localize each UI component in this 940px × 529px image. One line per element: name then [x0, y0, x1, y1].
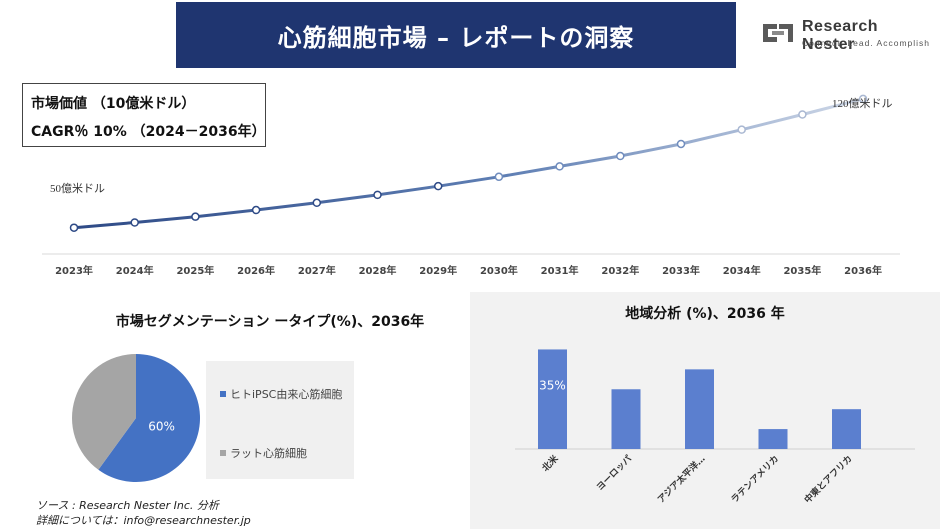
- pie-data-label: 60%: [148, 419, 175, 433]
- legend-swatch-gray: [220, 450, 226, 456]
- x-tick-label: 2033年: [662, 264, 700, 277]
- contact-line: 詳細については：info@researchnester.jp: [36, 514, 251, 527]
- pie-legend: ヒトiPSC由来心筋細胞 ラット心筋細胞: [206, 361, 354, 479]
- legend-item-human-ipsc: ヒトiPSC由来心筋細胞: [220, 386, 342, 402]
- line-point: [555, 162, 564, 171]
- line-point: [191, 212, 200, 221]
- region-category-label: ヨーロッパ: [594, 453, 634, 493]
- region-category-label: 北米: [539, 452, 561, 474]
- type-segmentation-pie-chart: 60%: [72, 354, 200, 482]
- legend-label: ヒトiPSC由来心筋細胞: [230, 388, 343, 401]
- x-tick-label: 2036年: [844, 264, 882, 277]
- region-bar: [538, 349, 567, 449]
- line-point: [737, 125, 746, 134]
- report-title: 心筋細胞市場 – レポートの洞察: [176, 2, 736, 68]
- market-value-label: 市場価値 （10億米ドル）: [31, 96, 196, 112]
- logo-mark-icon: [763, 24, 793, 42]
- logo-tagline: Connect. Lead. Accomplish: [802, 38, 931, 48]
- x-tick-label: 2024年: [116, 264, 154, 277]
- logo-name: Research Nester: [802, 18, 879, 53]
- x-tick-label: 2032年: [601, 264, 639, 277]
- line-point: [676, 139, 686, 149]
- start-value-label: 50億米ドル: [50, 182, 105, 195]
- line-point: [494, 172, 504, 182]
- region-bar: [685, 369, 714, 449]
- x-tick-label: 2025年: [176, 264, 214, 277]
- x-tick-label: 2026年: [237, 264, 275, 277]
- regional-analysis-title: 地域分析 (%)、2036 年: [625, 306, 785, 322]
- line-point: [69, 223, 79, 232]
- region-bar: [758, 429, 788, 449]
- segmentation-title: 市場セグメンテーション ータイプ(%)、2036年: [115, 314, 425, 330]
- x-tick-label: 2029年: [419, 264, 457, 277]
- legend-item-rat: ラット心筋細胞: [220, 445, 307, 461]
- region-bar: [832, 409, 861, 449]
- x-tick-label: 2023年: [55, 264, 93, 277]
- x-tick-label: 2034年: [723, 264, 761, 277]
- line-point: [433, 181, 443, 191]
- region-category-label: アジア太平洋…: [655, 453, 708, 506]
- x-tick-label: 2030年: [480, 264, 518, 277]
- line-point: [251, 205, 261, 215]
- legend-label: ラット心筋細胞: [230, 447, 307, 460]
- bar-data-label: 35%: [539, 378, 566, 392]
- market-info-box: 市場価値 （10億米ドル） CAGR％ 10% （2024－2036年）: [22, 83, 266, 147]
- line-point: [858, 94, 868, 104]
- x-tick-label: 2035年: [783, 264, 821, 277]
- end-value-label: 120億米ドル: [832, 97, 893, 110]
- line-point: [373, 190, 382, 200]
- line-point: [130, 218, 139, 227]
- pie-slice: [72, 354, 136, 470]
- line-point: [312, 198, 322, 208]
- region-bar: [611, 389, 641, 449]
- regional-bar-chart: 35% 北米 ヨーロッパ アジア太平洋… ラテンアメリカ 中東とアフリカ: [515, 349, 915, 506]
- market-growth-line-chart: 2023年 2024年 2025年 2026年 2027年 2028年 2029年 2030年…: [42, 94, 900, 277]
- x-tick-label: 2028年: [359, 264, 397, 277]
- line-point: [616, 151, 625, 161]
- pie-slice: [98, 354, 200, 482]
- cagr-label: CAGR％ 10% （2024－2036年）: [31, 124, 266, 140]
- x-tick-label: 2031年: [541, 264, 579, 277]
- region-category-label: 中東とアフリカ: [802, 453, 855, 506]
- source-line: ソース : Research Nester Inc. 分析: [36, 499, 219, 512]
- growth-series-line: [73, 97, 864, 230]
- line-point: [798, 110, 807, 119]
- x-tick-label: 2027年: [298, 264, 336, 277]
- research-nester-logo: Research Nester Connect. Lead. Accomplis…: [760, 14, 935, 54]
- legend-swatch-blue: [220, 391, 226, 397]
- region-category-label: ラテンアメリカ: [729, 453, 781, 505]
